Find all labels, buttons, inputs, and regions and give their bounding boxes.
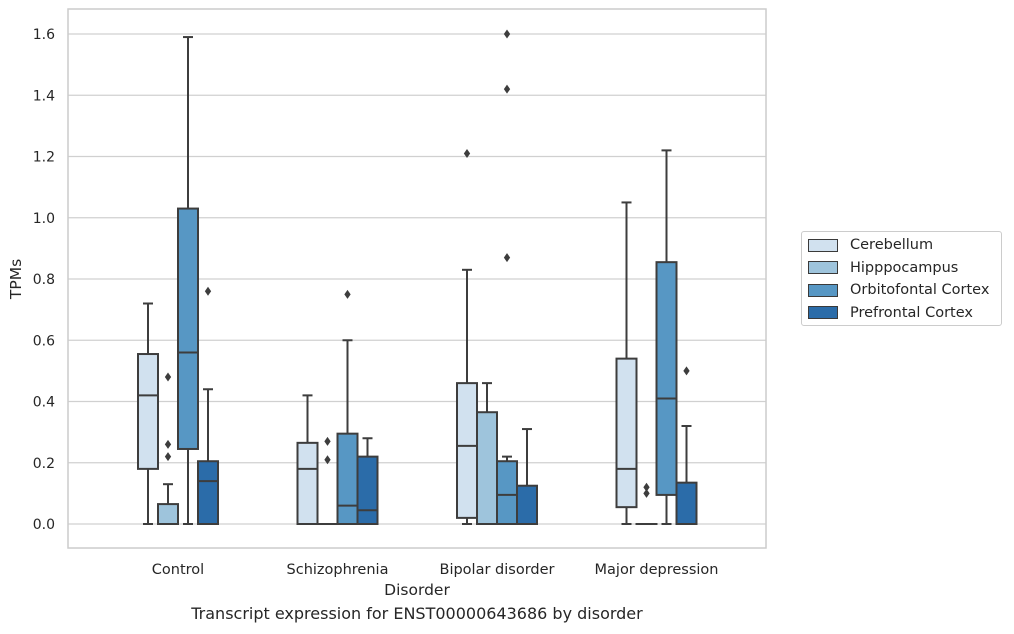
box-iqr bbox=[157, 503, 179, 525]
x-axis-label: Disorder bbox=[384, 581, 450, 599]
outlier-point bbox=[164, 372, 172, 382]
y-axis-ticks: 0.0 0.2 0.4 0.6 0.8 1.0 1.2 1.4 1.6 bbox=[33, 27, 55, 533]
box-hipppocampus bbox=[476, 382, 498, 525]
box-orbitofontal-cortex bbox=[496, 29, 518, 525]
outlier-point bbox=[503, 84, 511, 94]
box-plots bbox=[137, 29, 698, 526]
legend-label: Prefrontal Cortex bbox=[850, 304, 973, 321]
y-tick-label: 0.6 bbox=[33, 333, 55, 349]
box-iqr bbox=[476, 411, 498, 525]
x-tick-label: Control bbox=[152, 562, 204, 578]
box-orbitofontal-cortex bbox=[655, 149, 678, 525]
x-tick-label: Schizophrenia bbox=[287, 562, 389, 578]
box-cerebellum bbox=[296, 394, 319, 525]
outlier-point bbox=[643, 488, 650, 498]
legend: Cerebellum Hipppocampus Orbitofontal Corte… bbox=[801, 231, 1002, 326]
legend-swatch bbox=[808, 261, 838, 274]
chart-caption: Transcript expression for ENST0000064368… bbox=[191, 604, 643, 623]
box-iqr bbox=[356, 455, 379, 525]
y-axis-label: TPMs bbox=[7, 259, 25, 300]
y-tick-label: 0.2 bbox=[33, 456, 55, 472]
outlier-point bbox=[503, 29, 511, 39]
y-tick-label: 0.8 bbox=[33, 272, 55, 288]
box-iqr bbox=[675, 481, 698, 525]
box-iqr bbox=[296, 441, 319, 525]
box-prefrontal-cortex bbox=[197, 286, 219, 525]
x-tick-label: Major depression bbox=[595, 562, 719, 578]
box-hipppocampus bbox=[316, 436, 339, 526]
outlier-point bbox=[683, 366, 690, 376]
legend-item: Hipppocampus bbox=[808, 257, 958, 279]
box-cerebellum bbox=[456, 148, 478, 525]
legend-swatch bbox=[808, 306, 838, 319]
legend-label: Hipppocampus bbox=[850, 259, 959, 276]
legend-label: Orbitofontal Cortex bbox=[850, 282, 990, 298]
legend-item: Orbitofontal Cortex bbox=[808, 279, 989, 301]
outlier-point bbox=[463, 148, 471, 158]
box-iqr bbox=[177, 207, 199, 450]
legend-swatch bbox=[808, 283, 838, 297]
outlier-point bbox=[164, 439, 172, 449]
box-cerebellum bbox=[137, 302, 159, 525]
box-iqr bbox=[137, 353, 159, 470]
y-tick-label: 1.0 bbox=[33, 211, 55, 227]
outlier-point bbox=[204, 286, 212, 296]
box-iqr bbox=[197, 460, 219, 525]
box-prefrontal-cortex bbox=[356, 437, 379, 525]
y-tick-label: 1.6 bbox=[33, 27, 55, 43]
box-orbitofontal-cortex bbox=[336, 289, 359, 525]
outlier-point bbox=[643, 482, 650, 492]
box-iqr bbox=[456, 382, 478, 519]
box-iqr bbox=[655, 261, 678, 496]
legend-item: Prefrontal Cortex bbox=[808, 302, 973, 324]
outlier-point bbox=[324, 436, 331, 446]
box-hipppocampus bbox=[157, 372, 179, 525]
y-tick-label: 1.4 bbox=[33, 88, 55, 104]
x-tick-label: Bipolar disorder bbox=[440, 562, 555, 578]
box-iqr bbox=[516, 484, 538, 525]
x-axis-ticks: Control Schizophrenia Bipolar disorder Majo… bbox=[152, 562, 719, 578]
plot-area-frame bbox=[67, 8, 767, 549]
box-prefrontal-cortex bbox=[675, 366, 698, 525]
box-cerebellum bbox=[615, 201, 638, 525]
outlier-point bbox=[503, 253, 511, 263]
outlier-point bbox=[344, 289, 351, 299]
outlier-point bbox=[324, 455, 331, 465]
box-iqr bbox=[615, 357, 638, 509]
y-tick-label: 1.2 bbox=[33, 150, 55, 166]
legend-item: Cerebellum bbox=[808, 234, 933, 256]
y-tick-label: 0.4 bbox=[33, 395, 55, 411]
box-orbitofontal-cortex bbox=[177, 36, 199, 525]
box-iqr bbox=[496, 460, 518, 525]
legend-label: Cerebellum bbox=[850, 237, 934, 253]
box-prefrontal-cortex bbox=[516, 428, 538, 525]
outlier-point bbox=[164, 452, 172, 462]
legend-swatch bbox=[808, 238, 838, 252]
box-iqr bbox=[336, 432, 359, 525]
y-tick-label: 0.0 bbox=[33, 517, 55, 533]
box-hipppocampus bbox=[635, 482, 658, 526]
